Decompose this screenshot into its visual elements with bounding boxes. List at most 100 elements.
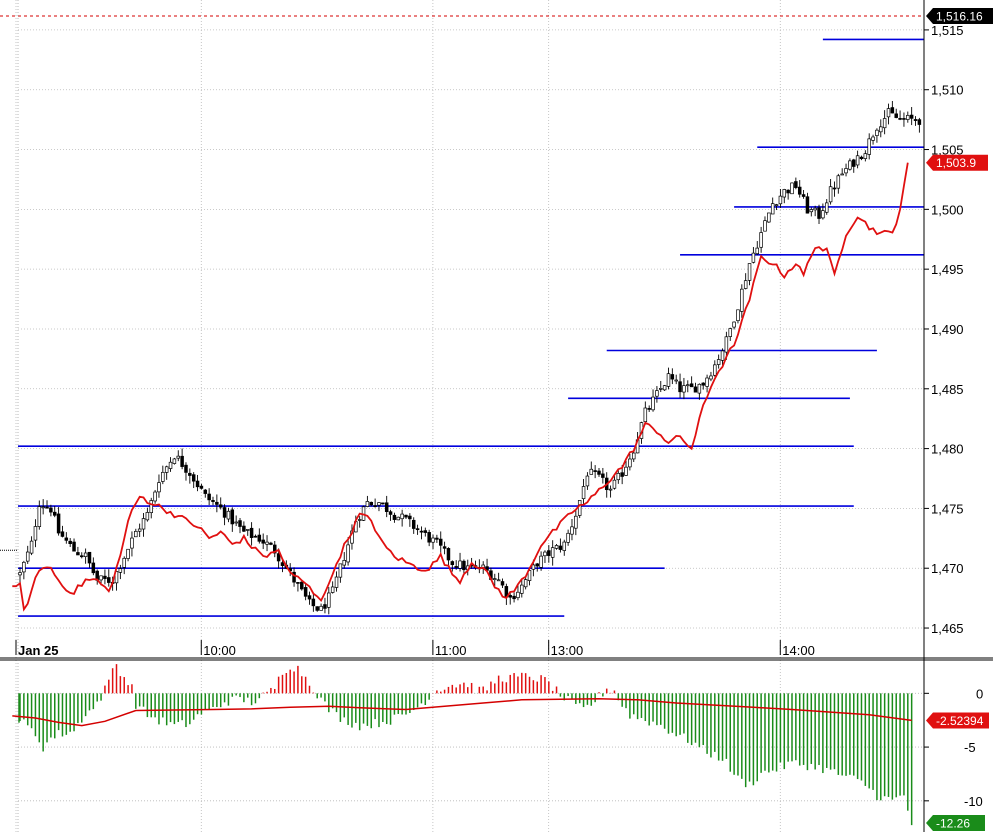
candle-body bbox=[80, 555, 84, 558]
candle bbox=[427, 529, 431, 547]
candle-body bbox=[180, 455, 184, 467]
candle bbox=[593, 465, 597, 479]
candle-body bbox=[303, 587, 308, 597]
price-tick-label: 1,490 bbox=[931, 322, 964, 337]
candle bbox=[392, 512, 397, 523]
candle-body bbox=[415, 528, 420, 531]
candle-body bbox=[18, 572, 22, 576]
candle bbox=[37, 500, 42, 530]
candle-body bbox=[543, 551, 547, 557]
candle-body bbox=[41, 506, 45, 509]
candle bbox=[871, 134, 875, 145]
candle bbox=[404, 514, 408, 519]
candle bbox=[674, 374, 678, 385]
candle bbox=[83, 548, 88, 564]
candle bbox=[307, 591, 312, 605]
candle bbox=[689, 376, 694, 388]
candle-body bbox=[72, 541, 76, 552]
candle-body bbox=[913, 119, 918, 121]
candle bbox=[554, 544, 559, 550]
candle bbox=[435, 534, 439, 543]
candle-body bbox=[616, 472, 621, 481]
candle bbox=[686, 380, 690, 393]
candle bbox=[906, 111, 910, 123]
candle-body bbox=[859, 156, 864, 160]
candle-body bbox=[728, 328, 732, 337]
candle bbox=[103, 569, 107, 585]
candle-body bbox=[755, 247, 760, 255]
candle bbox=[701, 382, 705, 390]
candle bbox=[369, 501, 374, 507]
candle bbox=[122, 556, 126, 575]
candle-body bbox=[273, 544, 277, 554]
candle bbox=[628, 453, 632, 471]
candle-body bbox=[427, 532, 431, 543]
candle-body bbox=[794, 181, 798, 188]
candle bbox=[589, 461, 594, 475]
candle-body bbox=[29, 540, 34, 554]
candle-body bbox=[249, 527, 254, 538]
candle-body bbox=[265, 541, 269, 545]
candle bbox=[242, 521, 246, 532]
candle-body bbox=[713, 364, 717, 376]
candle bbox=[836, 173, 841, 194]
candle-body bbox=[666, 373, 671, 387]
candle-body bbox=[558, 545, 563, 550]
candle bbox=[180, 448, 184, 470]
high-price-tag-shape bbox=[926, 8, 993, 25]
support-resistance-lines bbox=[18, 38, 924, 617]
candle bbox=[157, 474, 161, 498]
candle-body bbox=[782, 189, 787, 198]
candle bbox=[300, 580, 304, 591]
candle-body bbox=[651, 396, 655, 411]
candle bbox=[141, 513, 146, 537]
candle bbox=[774, 203, 779, 211]
price-tick-label: 1,470 bbox=[931, 561, 964, 576]
candle-body bbox=[871, 136, 875, 141]
candle bbox=[886, 103, 891, 125]
candle-body bbox=[338, 563, 343, 578]
candle-body bbox=[670, 374, 675, 380]
candle-body bbox=[207, 493, 211, 501]
candle bbox=[539, 551, 543, 571]
candle-body bbox=[438, 538, 443, 546]
candle bbox=[496, 572, 501, 582]
candle bbox=[736, 309, 740, 324]
candle bbox=[786, 189, 790, 200]
candle-body bbox=[392, 514, 397, 520]
candle bbox=[211, 496, 215, 506]
signal-value-tag-text: -2.52394 bbox=[936, 714, 984, 728]
candle-body bbox=[801, 194, 806, 197]
oscillator-signal-line bbox=[12, 697, 912, 727]
candle bbox=[203, 488, 208, 498]
candle-body bbox=[608, 488, 613, 491]
candle bbox=[137, 523, 142, 537]
candle bbox=[423, 527, 428, 537]
candle-body bbox=[628, 458, 632, 468]
candle bbox=[894, 108, 898, 119]
candle-body bbox=[68, 540, 72, 544]
candle bbox=[330, 581, 335, 594]
candle-body bbox=[778, 195, 783, 205]
price-tags: 1,516.16 1,503.9 -2.52394 -12.26 bbox=[926, 8, 993, 831]
candle bbox=[261, 533, 265, 550]
candle-body bbox=[157, 482, 161, 493]
candle bbox=[759, 226, 763, 253]
histogram-value-tag: -12.26 bbox=[926, 815, 985, 831]
candle bbox=[477, 559, 482, 574]
candle-body bbox=[493, 578, 497, 580]
candle-body bbox=[520, 584, 524, 594]
candle bbox=[651, 389, 655, 412]
candle bbox=[678, 373, 682, 398]
candle bbox=[76, 546, 80, 556]
candle bbox=[697, 383, 702, 400]
candle-body bbox=[697, 383, 702, 394]
candle bbox=[543, 550, 547, 563]
candle bbox=[743, 273, 748, 290]
oscillator-histogram bbox=[18, 664, 913, 826]
price-tick-label: 1,505 bbox=[931, 143, 964, 158]
candle bbox=[813, 205, 817, 217]
candle-body bbox=[315, 606, 319, 611]
candle bbox=[566, 529, 570, 546]
